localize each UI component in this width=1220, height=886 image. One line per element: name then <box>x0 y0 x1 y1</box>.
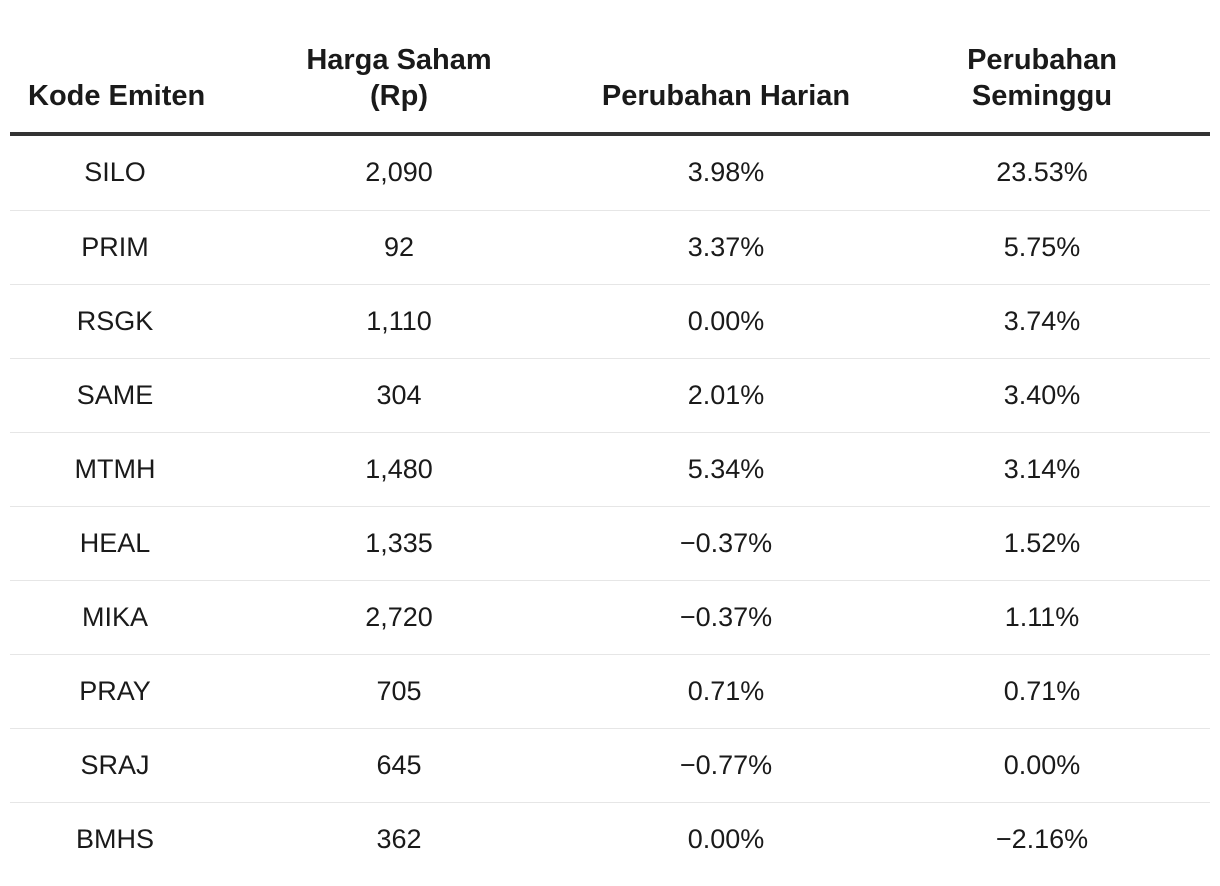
cell-weekly-change: 23.53% <box>874 134 1210 211</box>
cell-code: SAME <box>10 358 220 433</box>
header-weekly-line1: Perubahan <box>967 44 1117 76</box>
cell-code: PRAY <box>10 654 220 729</box>
stock-table: Kode Emiten Harga Saham (Rp) Perubahan H… <box>10 0 1210 876</box>
cell-price: 362 <box>376 823 422 854</box>
cell-price: 1,335 <box>220 506 578 581</box>
cell-price: 1,480 <box>220 432 578 507</box>
cell-code: HEAL <box>10 506 220 581</box>
cell-daily-change: 0.00% <box>578 284 874 359</box>
cell-weekly-change: 1.52% <box>874 506 1210 581</box>
table-row: SAME 304 2.01% 3.40% <box>10 358 1210 433</box>
cell-code: MIKA <box>10 580 220 655</box>
cell-daily-change: 0.71% <box>578 654 874 729</box>
stock-table-container: Kode Emiten Harga Saham (Rp) Perubahan H… <box>10 0 1210 876</box>
cell-price: 92 <box>220 210 578 285</box>
cell-weekly-change: 1.11% <box>874 580 1210 655</box>
header-weekly-line2: Seminggu <box>971 80 1113 112</box>
table-row: PRIM 92 3.37% 5.75% <box>10 210 1210 285</box>
header-code-label: Kode Emiten <box>28 80 206 112</box>
table-row: RSGK 1,110 0.00% 3.74% <box>10 284 1210 359</box>
table-row: MIKA 2,720 −0.37% 1.11% <box>10 580 1210 655</box>
cell-code: SRAJ <box>10 728 220 803</box>
table-row: BMHS 362 0.00% −2.16% <box>10 802 1210 876</box>
cell-daily-change: −0.37% <box>578 506 874 581</box>
cell-weekly-change: 3.14% <box>874 432 1210 507</box>
cell-daily-change: 3.98% <box>578 134 874 211</box>
header-price-line2: (Rp) <box>370 80 428 112</box>
header-price-label: Harga Saham (Rp) <box>306 42 491 114</box>
table-row: SILO 2,090 3.98% 23.53% <box>10 134 1210 211</box>
cell-price: 1,110 <box>220 284 578 359</box>
table-body: SILO 2,090 3.98% 23.53% PRIM 92 3.37% 5.… <box>10 134 1210 876</box>
cell-daily-change: 3.37% <box>578 210 874 285</box>
header-price-line1: Harga Saham <box>306 44 492 76</box>
table-header: Kode Emiten Harga Saham (Rp) Perubahan H… <box>10 0 1210 136</box>
cell-weekly-change: −2.16% <box>995 823 1089 854</box>
header-daily-label: Perubahan Harian <box>601 80 851 112</box>
table-row: MTMH 1,480 5.34% 3.14% <box>10 432 1210 507</box>
cell-weekly-change: 0.00% <box>874 728 1210 803</box>
cell-price: 304 <box>220 358 578 433</box>
header-price: Harga Saham (Rp) <box>220 0 578 136</box>
table-row: PRAY 705 0.71% 0.71% <box>10 654 1210 729</box>
header-daily: Perubahan Harian <box>578 0 874 136</box>
cell-price: 2,720 <box>220 580 578 655</box>
cell-code: MTMH <box>10 432 220 507</box>
cell-price: 705 <box>220 654 578 729</box>
cell-weekly-change: 3.40% <box>874 358 1210 433</box>
cell-code: BMHS <box>75 823 154 854</box>
cell-price: 645 <box>220 728 578 803</box>
cell-daily-change: 5.34% <box>578 432 874 507</box>
cell-daily-change: −0.37% <box>578 580 874 655</box>
header-weekly: Perubahan Seminggu <box>874 0 1210 136</box>
table-row: HEAL 1,335 −0.37% 1.52% <box>10 506 1210 581</box>
header-weekly-label: Perubahan Seminggu <box>967 42 1117 114</box>
header-code: Kode Emiten <box>10 0 220 136</box>
cell-code: RSGK <box>10 284 220 359</box>
cell-weekly-change: 5.75% <box>874 210 1210 285</box>
cell-daily-change: 0.00% <box>687 823 765 854</box>
cell-daily-change: −0.77% <box>578 728 874 803</box>
cell-daily-change: 2.01% <box>578 358 874 433</box>
cell-weekly-change: 3.74% <box>874 284 1210 359</box>
cell-code: SILO <box>10 134 220 211</box>
header-row: Kode Emiten Harga Saham (Rp) Perubahan H… <box>10 0 1210 136</box>
cell-weekly-change: 0.71% <box>874 654 1210 729</box>
cell-code: PRIM <box>10 210 220 285</box>
cell-price: 2,090 <box>220 134 578 211</box>
table-row: SRAJ 645 −0.77% 0.00% <box>10 728 1210 803</box>
